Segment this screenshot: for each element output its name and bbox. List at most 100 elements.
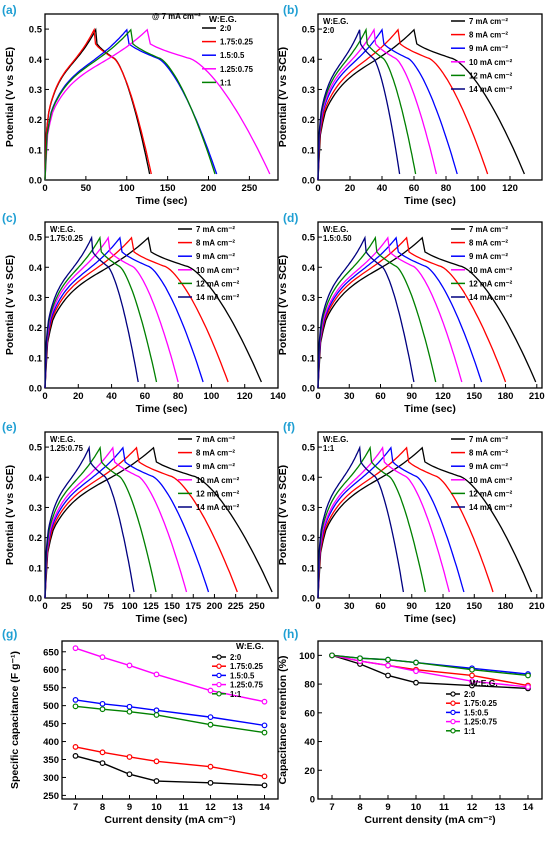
legend-label: 10 mA cm⁻² xyxy=(469,476,513,485)
legend-label: 1:1 xyxy=(464,727,476,736)
series-line xyxy=(44,27,152,181)
annotation-text: W:E.G. xyxy=(50,225,75,234)
y-tick-label: 0.0 xyxy=(29,594,42,605)
annotation-text: @ 7 mA cm⁻² xyxy=(152,12,201,21)
x-tick-label: 10 xyxy=(411,802,422,813)
data-point xyxy=(413,668,419,675)
legend-label: 7 mA cm⁻² xyxy=(196,225,235,234)
series-line xyxy=(331,654,529,688)
x-tick-label: 200 xyxy=(207,601,223,612)
legend-marker xyxy=(216,672,222,679)
series-line xyxy=(317,445,450,599)
x-tick-label: 225 xyxy=(228,601,245,612)
legend-label: 1.75:0.25 xyxy=(220,38,254,47)
series-line xyxy=(44,446,210,599)
y-tick-label: 0.2 xyxy=(29,533,42,544)
y-tick-label: 0.4 xyxy=(29,473,43,484)
x-tick-label: 60 xyxy=(409,183,420,194)
x-tick-label: 12 xyxy=(205,802,216,813)
legend-label: 14 mA cm⁻² xyxy=(469,293,513,302)
y-tick-label: 0.2 xyxy=(302,323,315,334)
series-line xyxy=(44,445,135,599)
x-tick-label: 125 xyxy=(143,601,160,612)
y-tick-label: 0.4 xyxy=(29,55,43,66)
legend-label: 1:1 xyxy=(220,78,232,87)
x-tick-label: 80 xyxy=(441,183,452,194)
data-point xyxy=(261,782,268,789)
y-axis-label: Potential (V vs SCE) xyxy=(277,465,289,565)
data-point xyxy=(469,672,475,679)
x-tick-label: 100 xyxy=(203,391,219,402)
y-tick-label: 250 xyxy=(43,791,59,802)
data-point xyxy=(207,721,214,728)
panel-label: (a) xyxy=(2,3,17,17)
legend-label: 8 mA cm⁻² xyxy=(469,449,508,458)
legend-marker xyxy=(450,691,456,697)
chart-panel-h: (h) 7 8 9 10 11 12 13 14 0 20 40 60 80 100 Current dens… xyxy=(277,627,543,826)
legend-label: 10 mA cm⁻² xyxy=(196,476,240,485)
x-tick-label: 100 xyxy=(122,601,138,612)
chart-panel-a: (a) 0 50 100 150 200 250 0.0 0.1 0.2 0.3 0.4 0.5 Time… xyxy=(2,3,279,207)
data-point xyxy=(99,760,106,766)
series-line xyxy=(317,445,426,599)
series-line xyxy=(317,28,489,181)
y-tick-label: 0.3 xyxy=(302,293,315,304)
series-line xyxy=(44,235,179,389)
data-point xyxy=(385,662,391,669)
legend-label: 9 mA cm⁻² xyxy=(196,252,235,261)
y-axis-label: Potential (V vs SCE) xyxy=(4,465,16,565)
x-axis-label: Time (sec) xyxy=(136,195,188,207)
y-tick-label: 40 xyxy=(304,737,315,748)
x-tick-label: 20 xyxy=(73,391,84,402)
legend-label: 9 mA cm⁻² xyxy=(469,252,508,261)
data-point xyxy=(126,771,133,778)
series-line xyxy=(44,446,273,599)
y-tick-label: 350 xyxy=(43,755,59,766)
y-tick-label: 0.2 xyxy=(302,115,315,126)
legend-label: 1.25:0.75 xyxy=(464,718,498,727)
panel-label: (f) xyxy=(283,420,295,434)
chart-panel-c: (c) 0 20 40 60 80 100 120 140 0.0 0.1 0.2 0.3 0.4 0.5 T… xyxy=(2,211,286,415)
data-point xyxy=(261,698,268,705)
legend-label: 14 mA cm⁻² xyxy=(469,85,513,94)
legend-label: 8 mA cm⁻² xyxy=(469,239,508,248)
plot-frame xyxy=(44,431,279,599)
x-tick-label: 13 xyxy=(232,802,243,813)
y-tick-label: 0.1 xyxy=(302,353,316,364)
series-line xyxy=(317,29,401,181)
x-tick-label: 150 xyxy=(160,183,176,194)
legend-label: 1.75:0.25 xyxy=(464,699,498,708)
data-point xyxy=(72,645,79,652)
chart-panel-e: (e) 0 25 50 75 100 125 150 175 200 225 250 0.0 0.1 0.2… xyxy=(2,420,279,625)
legend-label: 14 mA cm⁻² xyxy=(196,293,240,302)
chart-panel-f: (f) 0 30 60 90 120 150 180 210 0.0 0.1 0.2 0.3 0.4 0.5… xyxy=(277,420,545,625)
panel-label: (d) xyxy=(283,211,298,225)
plot-frame xyxy=(317,221,543,389)
y-tick-label: 0.1 xyxy=(302,145,316,156)
data-point xyxy=(385,656,391,663)
x-tick-label: 13 xyxy=(495,802,506,813)
x-axis-label: Current density (mA cm⁻²) xyxy=(104,814,235,826)
series-line xyxy=(44,445,157,599)
panel-label: (c) xyxy=(2,211,17,225)
legend-label: 7 mA cm⁻² xyxy=(469,225,508,234)
data-point xyxy=(126,708,133,715)
series-line xyxy=(75,746,265,778)
x-tick-label: 180 xyxy=(498,391,514,402)
x-tick-label: 30 xyxy=(344,601,355,612)
y-tick-label: 300 xyxy=(43,773,59,784)
legend-marker xyxy=(450,728,456,734)
plot-frame xyxy=(317,13,543,181)
y-tick-label: 550 xyxy=(43,683,59,694)
legend-label: 1.75:0.25 xyxy=(230,662,264,671)
data-point xyxy=(72,744,79,750)
data-point xyxy=(413,679,419,686)
legend-title: W:E.G. xyxy=(470,678,498,688)
series-line xyxy=(317,236,537,389)
plot-frame xyxy=(44,221,279,389)
data-point xyxy=(207,763,214,770)
x-tick-label: 100 xyxy=(119,183,135,194)
legend-label: 10 mA cm⁻² xyxy=(469,266,513,275)
data-point xyxy=(153,707,160,714)
